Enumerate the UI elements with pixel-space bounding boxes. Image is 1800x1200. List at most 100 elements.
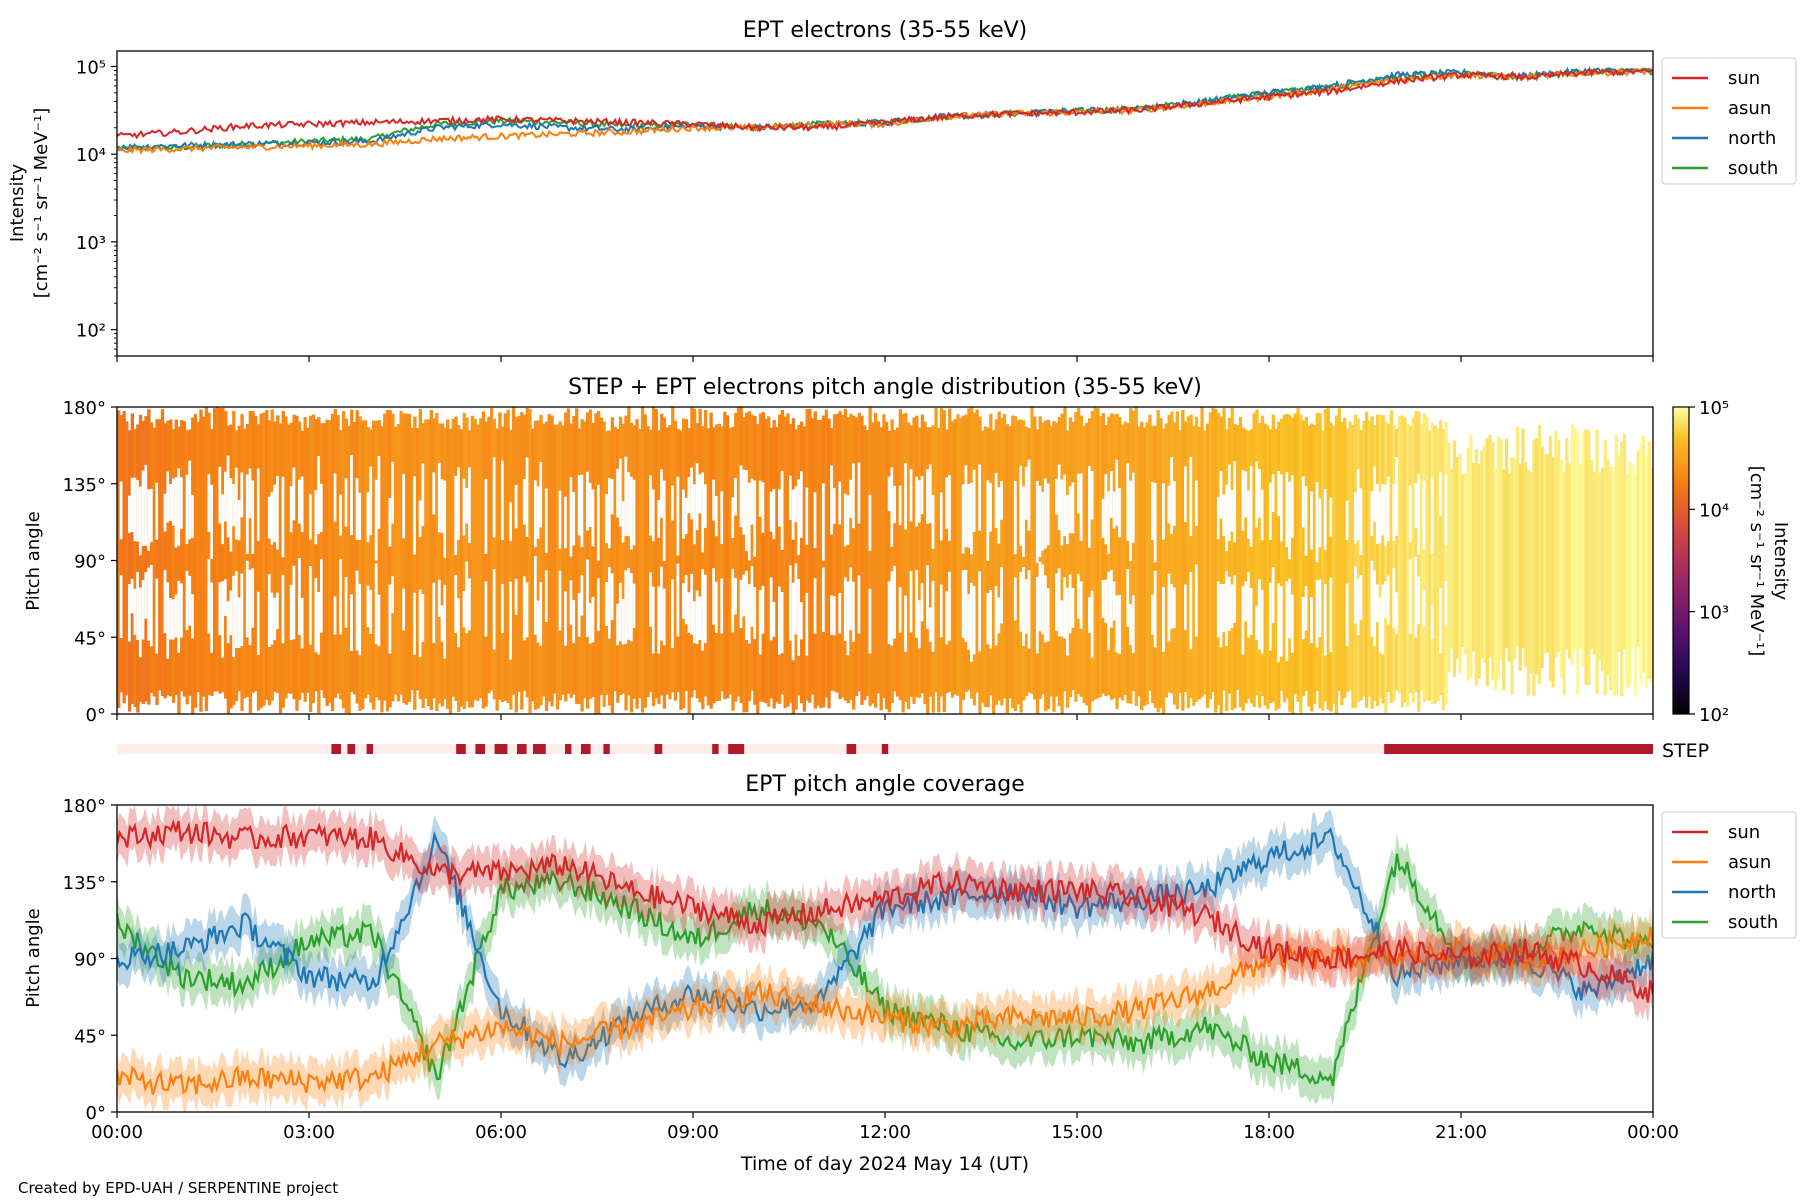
heatmap-gap [237, 597, 241, 648]
heatmap-gap [1329, 577, 1333, 653]
series-line-asun [117, 927, 1653, 1095]
heatmap-column [1236, 425, 1240, 691]
heatmap-column [1466, 448, 1470, 681]
heatmap-gap [1022, 566, 1026, 646]
heatmap-column [635, 419, 639, 709]
heatmap-column [1258, 422, 1262, 708]
heatmap-column [1184, 421, 1188, 692]
legend-label-sun: sun [1728, 68, 1760, 89]
heatmap-gap [1194, 480, 1199, 526]
heatmap-gap [1370, 491, 1374, 537]
heatmap-column [399, 410, 403, 695]
heatmap-gap [1280, 474, 1284, 542]
heatmap-column [1332, 425, 1336, 704]
heatmap-column [1167, 414, 1171, 693]
heatmap-gap [569, 580, 573, 625]
heatmap-gap [1057, 464, 1062, 531]
panel-intensity: EPT electrons (35-55 keV) 10² 10³ 10⁴ 10⁵ I… [7, 18, 1797, 362]
heatmap-gap [994, 586, 998, 646]
heatmap-column [928, 427, 933, 697]
heatmap-column [495, 428, 499, 711]
heatmap-column [292, 414, 296, 700]
heatmap-gap [1376, 584, 1380, 623]
heatmap-column [835, 413, 839, 693]
y-tick-label: 45° [74, 628, 106, 649]
heatmap-column [767, 416, 771, 707]
colorbar-label: Intensity [1770, 522, 1791, 601]
heatmap-gap [292, 565, 296, 640]
heatmap-column [714, 424, 719, 702]
heatmap-gap [794, 486, 798, 523]
heatmap-gap [1162, 587, 1166, 652]
heatmap-column [1008, 426, 1012, 699]
heatmap-column [1622, 433, 1627, 649]
heatmap-column [1299, 414, 1303, 713]
heatmap-gap [144, 464, 148, 546]
heatmap-gap [177, 580, 181, 653]
heatmap-column [388, 410, 392, 708]
heatmap-column [1537, 424, 1542, 685]
heatmap-gap [769, 491, 774, 532]
heatmap-column [352, 422, 357, 695]
heatmap-column [1562, 471, 1566, 696]
heatmap-column [871, 422, 875, 704]
heatmap-gap [1170, 584, 1174, 629]
heatmap-gap [1233, 461, 1237, 543]
heatmap-column [1137, 426, 1141, 697]
heatmap-column [1038, 416, 1042, 699]
heatmap-column [215, 407, 219, 692]
heatmap-column [1620, 441, 1624, 696]
heatmap-column [904, 413, 908, 702]
heatmap-column [964, 414, 968, 692]
heatmap-gap [1126, 463, 1130, 541]
heatmap-column [1085, 422, 1089, 706]
heatmap-column [160, 409, 165, 696]
heatmap-column [218, 408, 222, 694]
heatmap-gap [769, 577, 774, 641]
heatmap-gap [1129, 603, 1133, 645]
heatmap-gap [1315, 580, 1319, 648]
heatmap-gap [961, 570, 966, 638]
heatmap-gap [245, 560, 250, 638]
heatmap-gap [1041, 491, 1045, 551]
heatmap-gap [577, 593, 582, 637]
heatmap-column [1395, 428, 1399, 691]
heatmap-column [284, 416, 288, 699]
heatmap-gap [314, 490, 318, 545]
heatmap-gap [1354, 566, 1358, 624]
heatmap-gap [155, 482, 159, 540]
heatmap-gap [1301, 597, 1306, 640]
heatmap-column [1447, 442, 1451, 673]
heatmap-gap [693, 484, 697, 545]
heatmap-column [1238, 416, 1243, 708]
heatmap-gap [1304, 486, 1308, 556]
heatmap-gap [1227, 464, 1232, 541]
heatmap-column [679, 430, 683, 710]
heatmap-column [731, 426, 735, 711]
heatmap-gap [1384, 581, 1388, 619]
heatmap-gap [651, 489, 656, 542]
heatmap-column [605, 430, 609, 695]
heatmap-column [1005, 424, 1009, 713]
heatmap-gap [591, 489, 595, 547]
heatmap-gap [1247, 490, 1251, 539]
heatmap-column [1600, 467, 1605, 672]
legend-label-asun: asun [1728, 98, 1771, 119]
heatmap-gap [1386, 476, 1391, 542]
heatmap-gap [1227, 576, 1232, 631]
heatmap-gap [997, 597, 1001, 634]
heatmap-gap [440, 605, 444, 642]
heatmap-column [1633, 473, 1638, 696]
heatmap-gap [739, 579, 743, 628]
heatmap-column [945, 429, 949, 694]
heatmap-gap [789, 475, 793, 520]
heatmap-gap [997, 487, 1001, 544]
heatmap-column [553, 424, 557, 694]
heatmap-gap [1060, 479, 1064, 546]
colorbar-tick-label: 10⁴ [1699, 500, 1729, 521]
heatmap-column [1474, 449, 1478, 686]
heatmap-column [572, 416, 576, 695]
heatmap-gap [693, 601, 697, 644]
heatmap-column [1216, 412, 1221, 706]
